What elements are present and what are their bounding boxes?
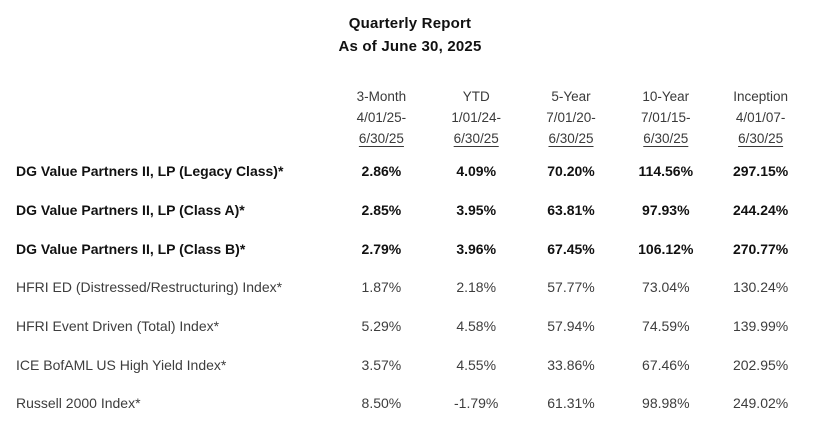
column-period: 10-Year <box>642 89 690 104</box>
column-start-date: 7/01/15- <box>641 110 691 125</box>
value-cell: 2.79% <box>361 240 402 257</box>
row-label-dg-legacy-class: DG Value Partners II, LP (Legacy Class)* <box>16 163 284 180</box>
report-title: Quarterly Report <box>348 15 472 32</box>
performance-table-header: 3-Month 4/01/25- 6/30/25 YTD 1/01/24- 6/… <box>16 86 808 149</box>
row-label-ice-bofaml-high-yield-index: ICE BofAML US High Yield Index* <box>16 356 227 373</box>
value-cell: 4.09% <box>456 163 497 180</box>
column-end-date: 6/30/25 <box>643 131 689 146</box>
column-end-date: 6/30/25 <box>738 131 784 146</box>
value-cell: 57.94% <box>547 318 595 335</box>
performance-table-body: DG Value Partners II, LP (Legacy Class)*… <box>16 152 808 423</box>
column-header-ytd: YTD 1/01/24- 6/30/25 <box>429 86 524 149</box>
value-cell: 63.81% <box>547 202 595 219</box>
value-cell: 270.77% <box>732 240 789 257</box>
column-end-date: 6/30/25 <box>548 131 594 146</box>
row-label-russell-2000-index: Russell 2000 Index* <box>16 395 141 412</box>
value-cell: 74.59% <box>642 318 690 335</box>
value-cell: 3.95% <box>456 202 497 219</box>
value-cell: 2.85% <box>361 202 402 219</box>
column-start-date: 7/01/20- <box>546 110 596 125</box>
value-cell: 1.87% <box>361 279 402 296</box>
value-cell: 249.02% <box>732 395 789 412</box>
value-cell: 5.29% <box>361 318 402 335</box>
value-cell: 3.57% <box>361 356 402 373</box>
value-cell: 8.50% <box>361 395 402 412</box>
row-label-hfri-event-driven-index: HFRI Event Driven (Total) Index* <box>16 318 220 335</box>
value-cell: 67.46% <box>642 356 690 373</box>
value-cell: 130.24% <box>732 279 789 296</box>
column-header-5-year: 5-Year 7/01/20- 6/30/25 <box>524 86 619 149</box>
value-cell: -1.79% <box>454 395 499 412</box>
value-cell: 33.86% <box>547 356 595 373</box>
value-cell: 98.98% <box>642 395 690 412</box>
column-period: 3-Month <box>356 89 407 104</box>
value-cell: 139.99% <box>732 318 789 335</box>
value-cell: 244.24% <box>732 202 789 219</box>
row-label-dg-class-b: DG Value Partners II, LP (Class B)* <box>16 240 246 257</box>
report-as-of-date: As of June 30, 2025 <box>338 38 482 55</box>
report-header: Quarterly Report As of June 30, 2025 <box>0 0 820 58</box>
value-cell: 106.12% <box>638 240 694 257</box>
column-end-date: 6/30/25 <box>453 131 499 146</box>
value-cell: 3.96% <box>456 240 497 257</box>
value-cell: 202.95% <box>732 356 789 373</box>
value-cell: 70.20% <box>547 163 595 180</box>
row-label-dg-class-a: DG Value Partners II, LP (Class A)* <box>16 202 245 219</box>
value-cell: 73.04% <box>642 279 690 296</box>
value-cell: 2.86% <box>361 163 402 180</box>
column-period: YTD <box>462 89 490 104</box>
value-cell: 114.56% <box>638 163 694 180</box>
column-period: Inception <box>733 89 788 104</box>
row-label-hfri-ed-index: HFRI ED (Distressed/Restructuring) Index… <box>16 279 283 296</box>
column-start-date: 1/01/24- <box>451 110 501 125</box>
column-start-date: 4/01/25- <box>356 110 407 125</box>
header-spacer <box>16 86 334 149</box>
column-header-10-year: 10-Year 7/01/15- 6/30/25 <box>618 86 713 149</box>
value-cell: 2.18% <box>456 279 497 296</box>
column-start-date: 4/01/07- <box>735 110 786 125</box>
value-cell: 4.55% <box>456 356 497 373</box>
column-header-3-month: 3-Month 4/01/25- 6/30/25 <box>334 86 429 149</box>
value-cell: 297.15% <box>732 163 789 180</box>
value-cell: 57.77% <box>547 279 595 296</box>
value-cell: 97.93% <box>642 202 690 219</box>
column-header-inception: Inception 4/01/07- 6/30/25 <box>713 86 808 149</box>
value-cell: 67.45% <box>547 240 595 257</box>
value-cell: 61.31% <box>547 395 595 412</box>
value-cell: 4.58% <box>456 318 497 335</box>
column-period: 5-Year <box>551 89 591 104</box>
column-end-date: 6/30/25 <box>358 131 404 146</box>
